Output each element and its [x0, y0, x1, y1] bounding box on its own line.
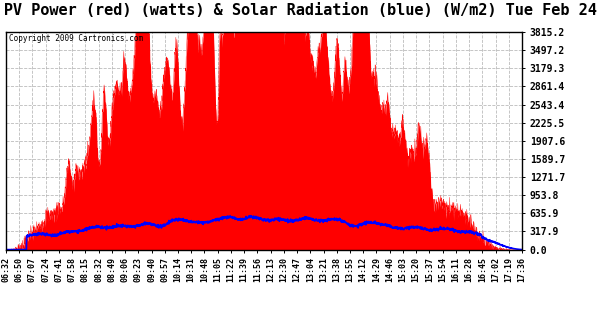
Text: Copyright 2009 Cartronics.com: Copyright 2009 Cartronics.com: [8, 34, 143, 43]
Text: Total PV Power (red) (watts) & Solar Radiation (blue) (W/m2) Tue Feb 24 17:37: Total PV Power (red) (watts) & Solar Rad…: [0, 3, 600, 18]
